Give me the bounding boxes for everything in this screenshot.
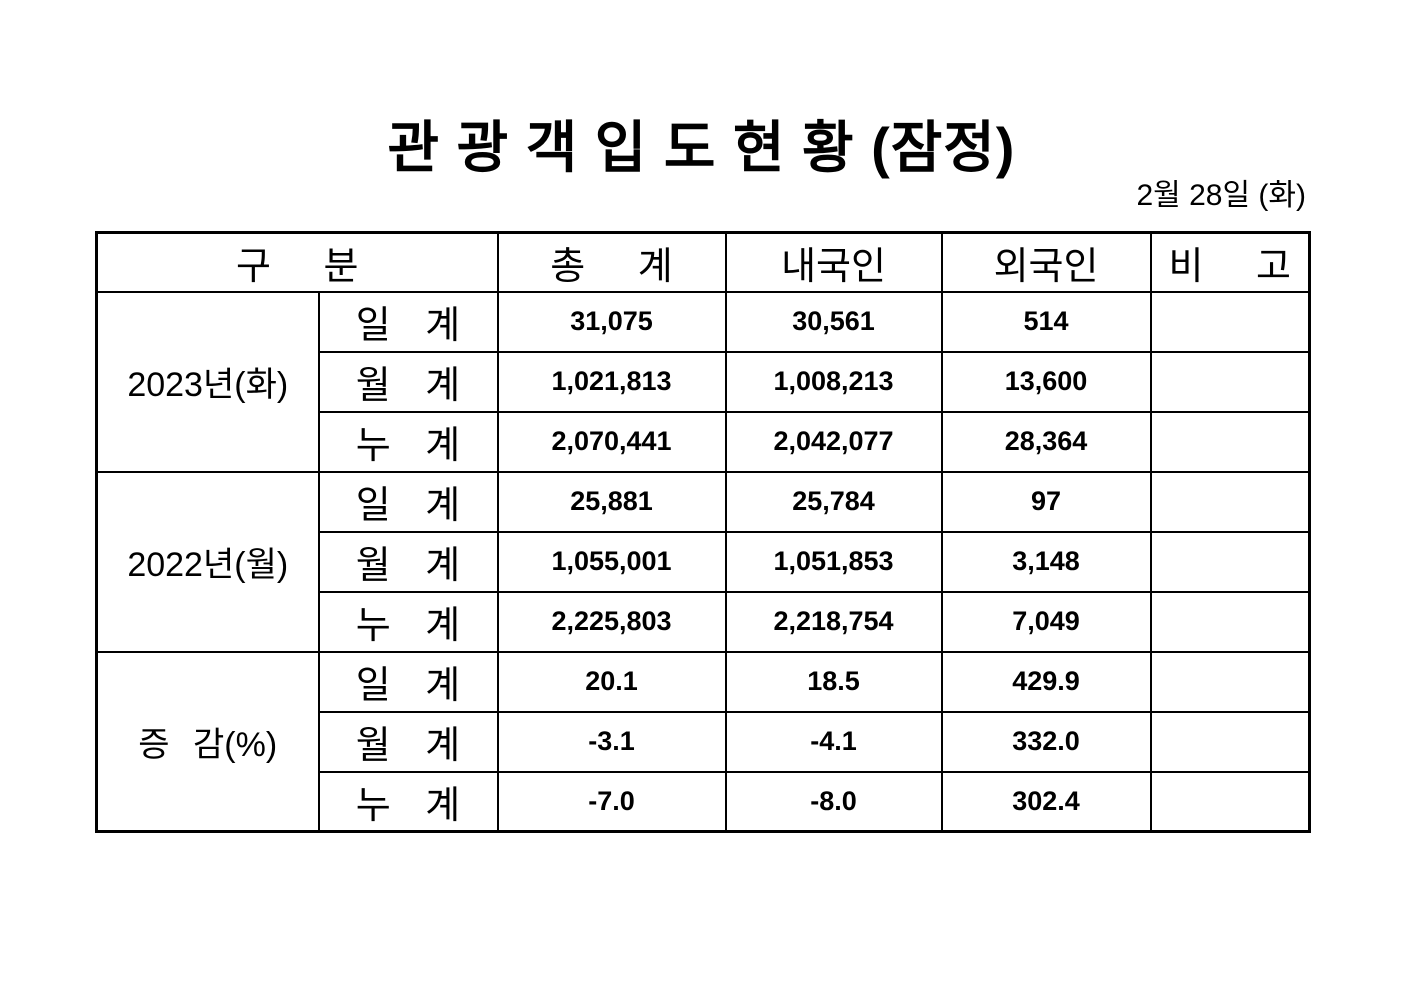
row-label-cell: 월 계 — [317, 710, 499, 773]
total-value-cell: 1,021,813 — [496, 350, 727, 413]
foreign-value-cell: 13,600 — [940, 350, 1152, 413]
col-header-category: 구 분 — [95, 231, 499, 293]
row-label-cell: 일 계 — [317, 470, 499, 533]
domestic-value-cell: 25,784 — [724, 470, 943, 533]
year-cell-2022: 2022년(월) — [95, 470, 320, 653]
note-cell — [1149, 350, 1311, 413]
year-cell-change: 증 감(%) — [95, 650, 320, 833]
total-value-cell: 25,881 — [496, 470, 727, 533]
total-value-cell: 20.1 — [496, 650, 727, 713]
col-header-total: 총 계 — [496, 231, 727, 293]
table-row: 증 감(%) 일 계 20.1 18.5 429.9 — [95, 650, 1311, 833]
table-row: 월 계 1,055,001 1,051,853 3,148 — [97, 530, 1311, 593]
col-header-domestic: 내국인 — [724, 231, 943, 293]
domestic-value-cell: 2,218,754 — [724, 590, 943, 653]
table-row: 2023년(화) 일 계 31,075 30,561 514 — [95, 290, 1311, 473]
table-row: 월 계 1,021,813 1,008,213 13,600 — [97, 350, 1311, 413]
total-value-cell: 2,225,803 — [496, 590, 727, 653]
note-cell — [1149, 410, 1311, 473]
domestic-value-cell: 18.5 — [724, 650, 943, 713]
note-cell — [1149, 530, 1311, 593]
page-title: 관 광 객 입 도 현 황 (잠정) — [387, 116, 1016, 179]
domestic-value-cell: 1,008,213 — [724, 350, 943, 413]
year-cell-2023: 2023년(화) — [95, 290, 320, 473]
domestic-value-cell: 2,042,077 — [724, 410, 943, 473]
note-cell — [1149, 290, 1311, 353]
date-label: 2월 28일 (화) — [1136, 179, 1306, 212]
col-header-note: 비 고 — [1149, 231, 1311, 293]
total-value-cell: -3.1 — [496, 710, 727, 773]
foreign-value-cell: 3,148 — [940, 530, 1152, 593]
row-label-cell: 일 계 — [317, 650, 499, 713]
row-label-cell: 누 계 — [317, 590, 499, 653]
row-label-cell: 누 계 — [317, 770, 499, 833]
foreign-value-cell: 302.4 — [940, 770, 1152, 833]
col-header-foreign: 외국인 — [940, 231, 1152, 293]
table-row: 2022년(월) 일 계 25,881 25,784 97 — [95, 470, 1311, 653]
row-label-cell: 일 계 — [317, 290, 499, 353]
domestic-value-cell: -8.0 — [724, 770, 943, 833]
foreign-value-cell: 514 — [940, 290, 1152, 353]
foreign-value-cell: 332.0 — [940, 710, 1152, 773]
note-cell — [1149, 590, 1311, 653]
header-row: 구 분 총 계 내국인 외국인 비 고 — [95, 231, 1311, 293]
total-value-cell: 2,070,441 — [496, 410, 727, 473]
total-value-cell: -7.0 — [496, 770, 727, 833]
domestic-value-cell: -4.1 — [724, 710, 943, 773]
domestic-value-cell: 1,051,853 — [724, 530, 943, 593]
domestic-value-cell: 30,561 — [724, 290, 943, 353]
table-row: 누 계 2,070,441 2,042,077 28,364 — [97, 410, 1311, 473]
note-cell — [1149, 710, 1311, 773]
row-label-cell: 누 계 — [317, 410, 499, 473]
table-row: 누 계 2,225,803 2,218,754 7,049 — [97, 590, 1311, 653]
foreign-value-cell: 429.9 — [940, 650, 1152, 713]
note-cell — [1149, 470, 1311, 533]
tourist-arrivals-table: 구 분 총 계 내국인 외국인 비 고 2023년(화) 일 계 31,075 … — [95, 231, 1312, 833]
total-value-cell: 1,055,001 — [496, 530, 727, 593]
foreign-value-cell: 97 — [940, 470, 1152, 533]
row-label-cell: 월 계 — [317, 530, 499, 593]
note-cell — [1149, 650, 1311, 713]
foreign-value-cell: 28,364 — [940, 410, 1152, 473]
total-value-cell: 31,075 — [496, 290, 727, 353]
row-label-cell: 월 계 — [317, 350, 499, 413]
table-row: 누 계 -7.0 -8.0 302.4 — [97, 770, 1311, 833]
note-cell — [1149, 770, 1311, 833]
table-row: 월 계 -3.1 -4.1 332.0 — [97, 710, 1311, 773]
foreign-value-cell: 7,049 — [940, 590, 1152, 653]
